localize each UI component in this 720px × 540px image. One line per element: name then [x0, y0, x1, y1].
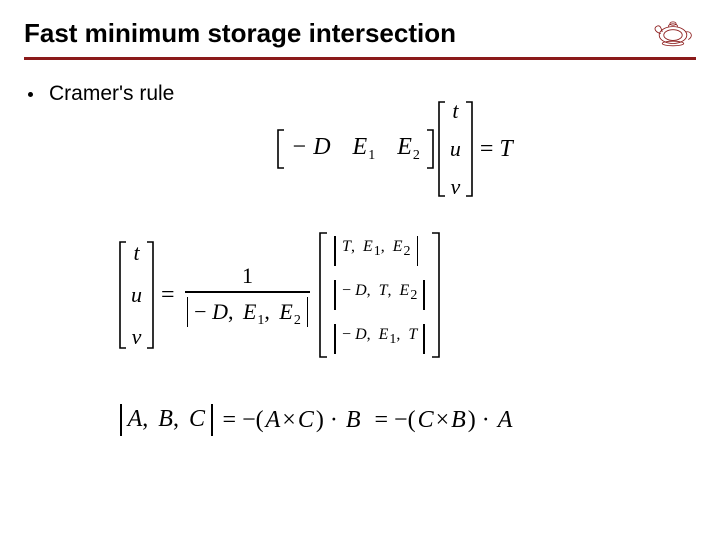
teapot-icon	[650, 14, 696, 50]
vec-v: v	[132, 324, 142, 350]
equals-sign: =	[161, 282, 175, 309]
left-bracket-icon	[118, 241, 127, 349]
slide-title: Fast minimum storage intersection	[24, 18, 696, 49]
det-row-2: − D, T, E2	[332, 280, 426, 310]
vec-v: v	[450, 174, 460, 200]
left-bracket-icon	[276, 129, 285, 169]
col-vector-tuv: t u v	[437, 92, 474, 206]
right-bracket-icon	[426, 129, 435, 169]
right-bracket-icon	[465, 101, 474, 197]
rhs-expression: = −(A×C) · B = −(C×B) · A	[215, 407, 513, 434]
rhs-det-column: T, E1, E2 − D, T, E2 − D, E1,	[318, 230, 440, 360]
fraction: 1 − D, E1, E2	[185, 263, 311, 326]
vec-u: u	[131, 282, 142, 308]
det-row-3: − D, E1, T	[332, 324, 426, 354]
row-matrix: − D E1 E2	[276, 128, 435, 171]
vec-t: t	[452, 98, 458, 124]
equation-3: A, B, C = −(A×C) · B = −(C×B) · A	[118, 404, 512, 436]
matrix-E2: E2	[397, 134, 420, 165]
matrix-negD: − D	[291, 134, 331, 165]
rhs-T: T	[499, 136, 512, 163]
equation-2: t u v = 1 − D, E1, E2	[118, 230, 441, 360]
det-ABC: A, B, C	[118, 404, 215, 436]
right-bracket-icon	[146, 241, 155, 349]
frac-numerator: 1	[242, 263, 253, 291]
vec-t: t	[133, 240, 139, 266]
bullet-item: Cramer's rule	[28, 82, 174, 106]
equals-sign: =	[480, 136, 494, 163]
frac-denominator: − D, E1, E2	[185, 293, 311, 327]
left-bracket-icon	[318, 232, 328, 358]
equation-1: − D E1 E2 t u v = T	[276, 92, 513, 206]
lhs-vector-tuv: t u v	[118, 234, 155, 356]
det-row-1: T, E1, E2	[332, 236, 426, 266]
matrix-E1: E1	[353, 134, 376, 165]
vec-u: u	[450, 136, 461, 162]
right-bracket-icon	[431, 232, 441, 358]
bullet-dot-icon	[28, 92, 33, 97]
bullet-text: Cramer's rule	[49, 82, 174, 106]
left-bracket-icon	[437, 101, 446, 197]
slide-header: Fast minimum storage intersection	[24, 18, 696, 60]
title-divider	[24, 57, 696, 60]
